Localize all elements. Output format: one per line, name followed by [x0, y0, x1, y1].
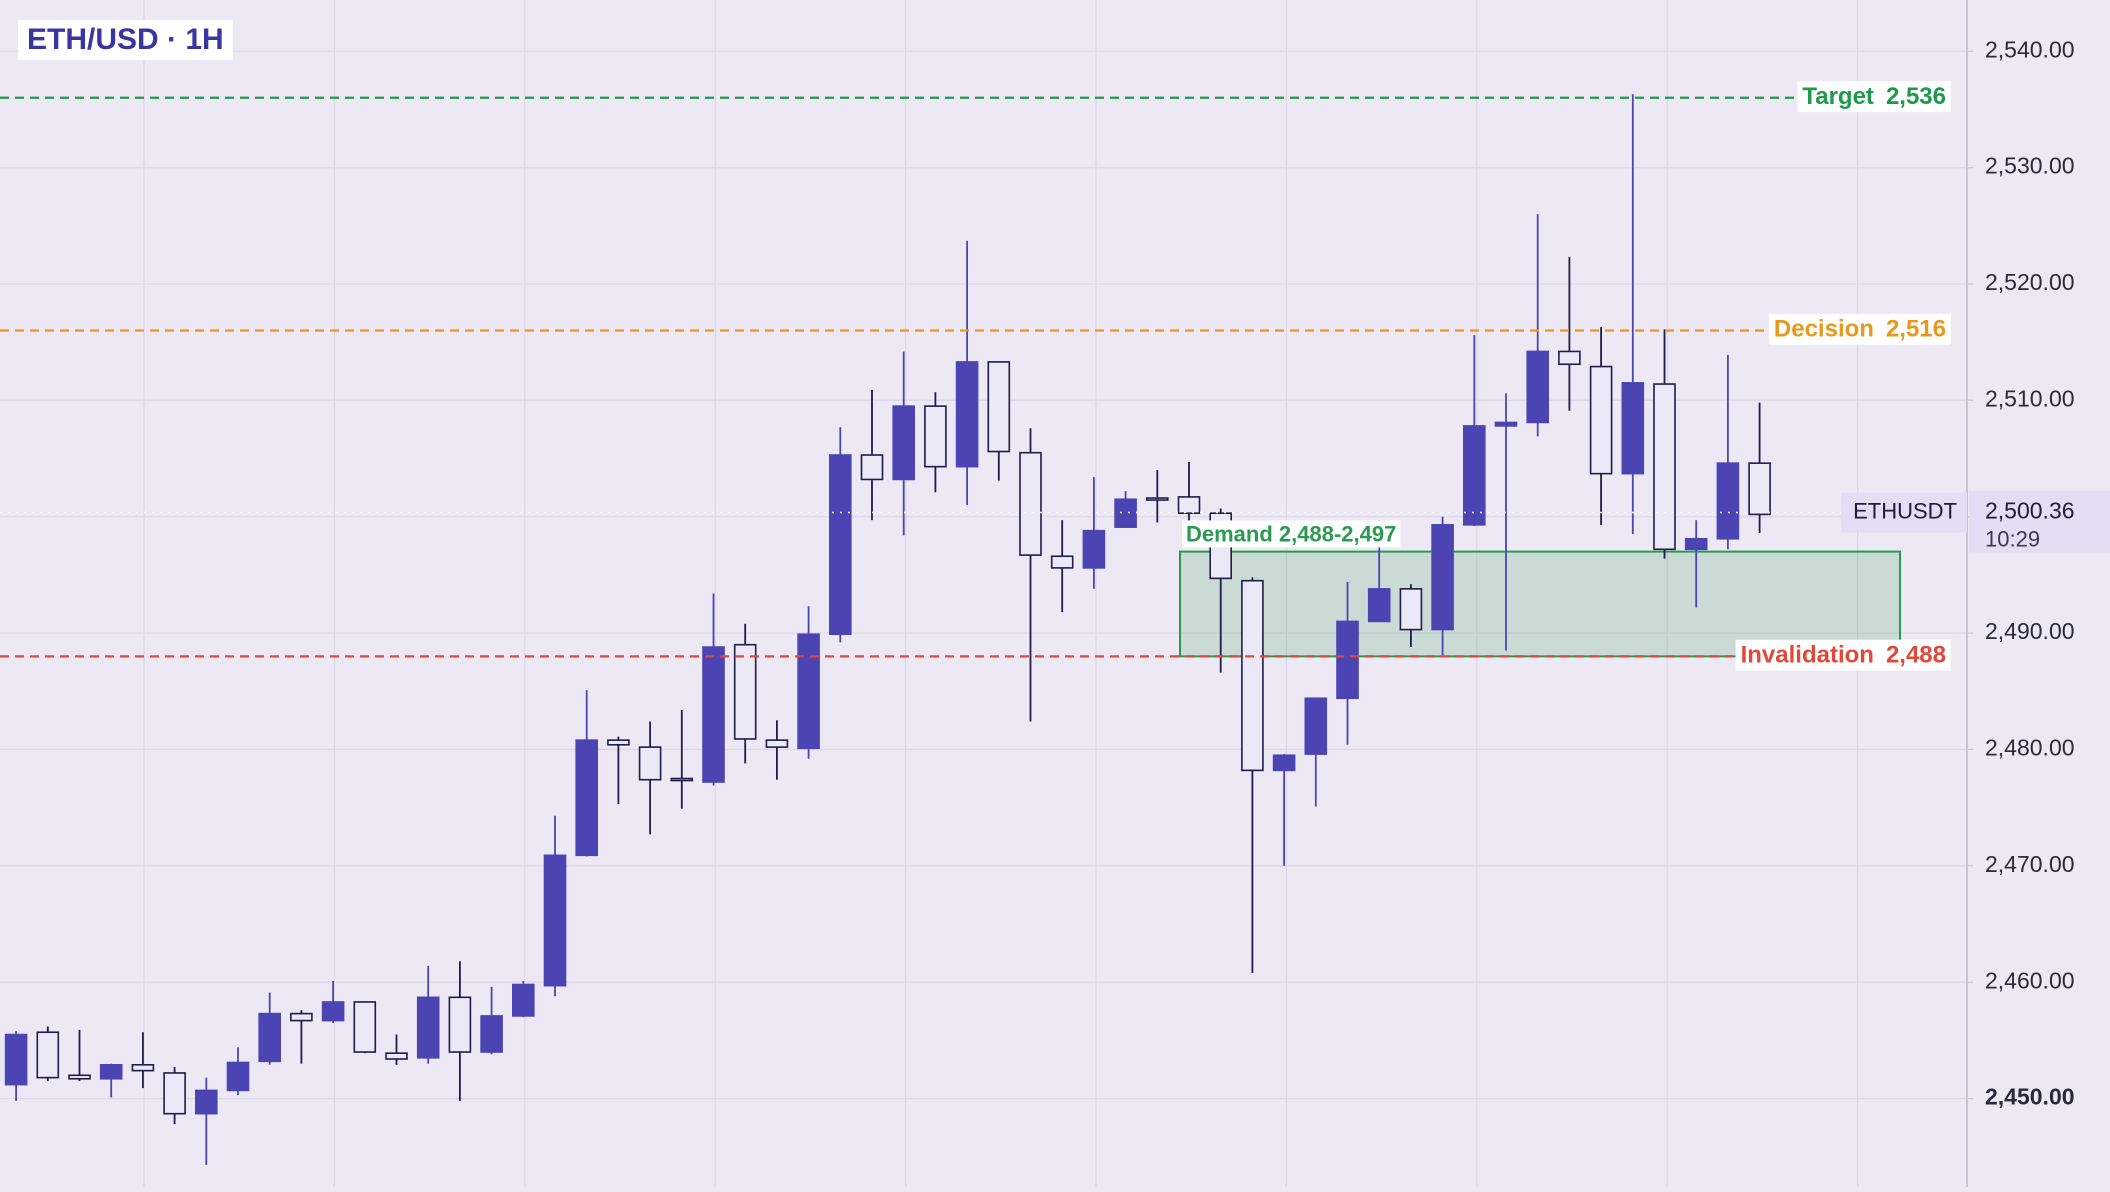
symbol-label-background [1841, 492, 1967, 533]
candle-body [1494, 421, 1518, 427]
y-tick-label: 2,450.00 [1985, 1084, 2075, 1110]
candle-body [1589, 365, 1613, 475]
candle-body [702, 646, 725, 783]
zone-label: Demand 2,488-2,497 [1186, 521, 1396, 546]
candle-body [1684, 538, 1708, 551]
candle-body [1431, 524, 1454, 631]
candle-body [321, 1001, 345, 1022]
candle-body [987, 361, 1011, 453]
candle-body [543, 854, 567, 987]
level-label-background [1797, 81, 1951, 113]
candle-body [924, 405, 947, 468]
level: Invalidation 2,488 [0, 639, 1951, 671]
price-tag-background [1969, 490, 2110, 553]
candle-body [1272, 754, 1296, 772]
chart-title: ETH/USD · 1H [27, 23, 224, 56]
candle-body [1621, 382, 1645, 475]
candle-body [733, 643, 757, 740]
candle-body [258, 1012, 282, 1063]
candle-body [4, 1033, 28, 1086]
candle-body [1653, 383, 1676, 551]
title-background [18, 20, 233, 60]
plot-area [0, 94, 1967, 1165]
level-value: 2,536 [1886, 83, 1946, 110]
y-tick-label: 2,460.00 [1985, 967, 2075, 993]
candle-body [1748, 462, 1771, 516]
level-name: Decision [1774, 316, 1874, 343]
candle-body [1716, 462, 1740, 540]
candle-body [448, 996, 472, 1053]
candle-body [1304, 697, 1328, 755]
grid [0, 0, 1967, 1187]
level-label: Target 2,536 [1802, 83, 1946, 110]
candle-body [68, 1074, 91, 1080]
level: Decision 2,516 [0, 313, 1951, 345]
candle-body [575, 739, 599, 857]
level-label: Invalidation 2,488 [1741, 642, 1946, 669]
candle-body [860, 454, 884, 481]
candle-body [1146, 497, 1169, 501]
candle-body [36, 1031, 60, 1079]
level-name: Target [1802, 83, 1874, 110]
y-tick-label: 2,520.00 [1985, 269, 2075, 295]
candle-body [670, 777, 694, 782]
candle-body [1082, 529, 1106, 569]
candle-body [1114, 498, 1137, 528]
candle-body [1463, 425, 1486, 526]
demand-zone [1179, 550, 1901, 658]
candle-body [385, 1052, 408, 1060]
candle-body [226, 1061, 250, 1092]
y-tick-label: 2,530.00 [1985, 153, 2075, 179]
candle-body [1558, 350, 1581, 366]
last-price-label: 2,500.36 [1985, 498, 2075, 524]
overlay: ETH/USD · 1H Target 2,536 Decision 2,516 Inv… [0, 20, 1967, 671]
candle-body [955, 361, 979, 468]
candle-body [353, 1001, 377, 1053]
level-label-background [1735, 639, 1951, 671]
zone-label-background [1182, 520, 1401, 548]
candle-body [1177, 496, 1201, 515]
candle-body [1336, 620, 1359, 700]
candle-body [99, 1064, 123, 1080]
countdown: 10:29 [1985, 526, 2040, 551]
level-value: 2,516 [1886, 316, 1946, 343]
y-axis: 2,450.00 2,460.00 2,470.00 2,480.00 2,490.00… [1967, 36, 2110, 1110]
candle-body [1367, 588, 1391, 623]
y-tick-label: 2,480.00 [1985, 735, 2075, 761]
level-label: Decision 2,516 [1774, 316, 1946, 343]
candle-body [892, 405, 916, 481]
candle-body [416, 996, 440, 1059]
level-value: 2,488 [1886, 642, 1946, 669]
candle-body [797, 633, 820, 750]
y-tick-label: 2,510.00 [1985, 385, 2075, 411]
candle-body [290, 1012, 313, 1022]
candle-body [1526, 350, 1549, 424]
candle-body [765, 739, 789, 748]
candle-body [511, 983, 535, 1017]
candle-body [163, 1072, 186, 1115]
candle-body [607, 739, 630, 746]
candle-body [1399, 588, 1423, 631]
symbol-label: ETHUSDT [1853, 498, 1957, 523]
level-name: Invalidation [1741, 642, 1874, 669]
candle-body [1019, 451, 1042, 556]
y-tick-label: 2,470.00 [1985, 851, 2075, 877]
candle-body [131, 1064, 155, 1072]
candle-body [480, 1015, 503, 1053]
candle-body [1050, 555, 1074, 569]
candle-body [638, 746, 662, 781]
y-tick-label: 2,490.00 [1985, 618, 2075, 644]
candle-body [1241, 579, 1264, 772]
candle-body [195, 1089, 218, 1115]
candle-body [828, 454, 852, 636]
y-tick-label: 2,540.00 [1985, 36, 2075, 62]
level-label-background [1768, 313, 1951, 345]
level: Target 2,536 [0, 81, 1951, 113]
